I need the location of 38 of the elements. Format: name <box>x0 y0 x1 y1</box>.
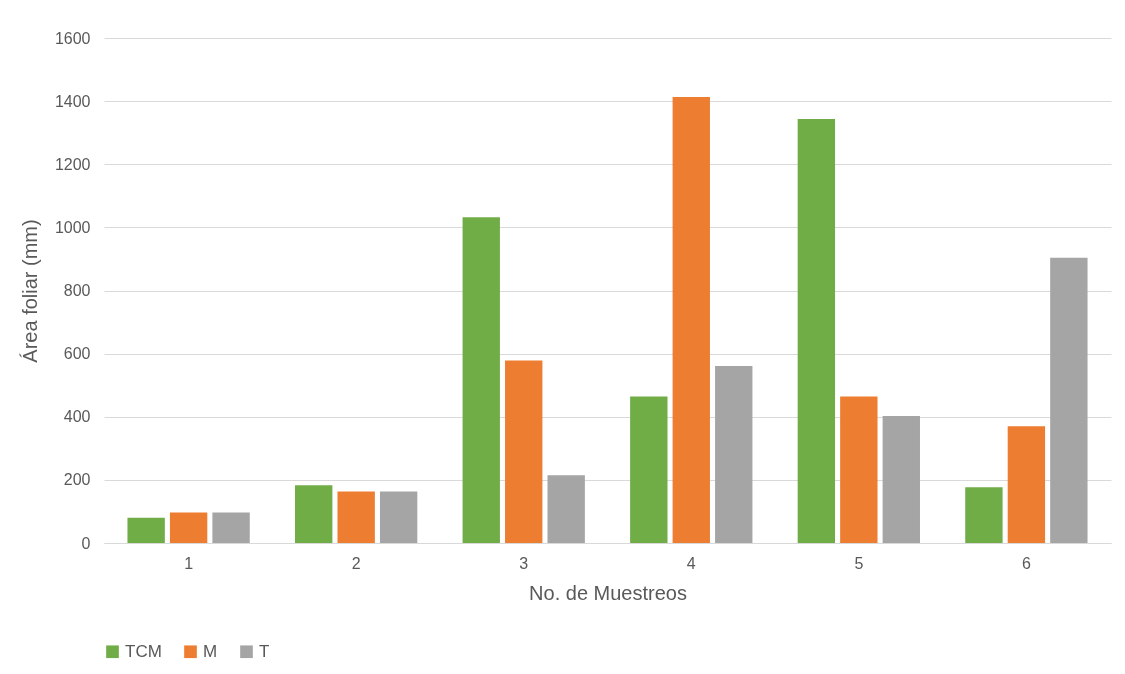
x-tick-label: 6 <box>1021 554 1031 572</box>
y-tick-label: 200 <box>63 471 91 489</box>
bar <box>379 491 418 543</box>
y-tick-label: 800 <box>63 282 91 299</box>
x-tick-label: 3 <box>519 554 529 572</box>
bar <box>797 119 836 543</box>
bar <box>212 512 250 543</box>
bar <box>505 360 543 543</box>
bar <box>1050 257 1088 543</box>
y-tick-label: 1600 <box>54 29 91 47</box>
bar <box>337 491 375 543</box>
bar <box>840 396 878 543</box>
legend-label: TCM <box>125 641 162 661</box>
x-axis-title: No. de Muestreos <box>529 581 687 604</box>
bar <box>127 517 165 543</box>
y-tick-label: 0 <box>81 534 91 552</box>
bar <box>672 97 710 543</box>
x-tick-label: 4 <box>686 554 696 572</box>
x-tick-label: 1 <box>184 554 194 572</box>
x-tick-label: 5 <box>854 554 864 572</box>
y-tick-label: 600 <box>63 345 91 363</box>
y-tick-label: 1000 <box>54 218 91 236</box>
bar <box>295 485 333 543</box>
legend-label: T <box>259 641 270 661</box>
bar <box>169 512 208 543</box>
x-tick-label: 2 <box>351 554 361 572</box>
legend-label: M <box>203 641 218 661</box>
y-axis-title: Área foliar (mm) <box>18 219 41 363</box>
bar <box>1007 426 1046 543</box>
y-tick-label: 1400 <box>54 92 91 110</box>
bar <box>882 416 920 543</box>
bar <box>462 217 500 543</box>
bar <box>715 365 753 543</box>
y-tick-label: 1200 <box>54 155 91 173</box>
bar <box>965 487 1003 543</box>
bar <box>547 475 585 543</box>
y-tick-label: 400 <box>63 408 91 426</box>
bar <box>630 396 668 543</box>
